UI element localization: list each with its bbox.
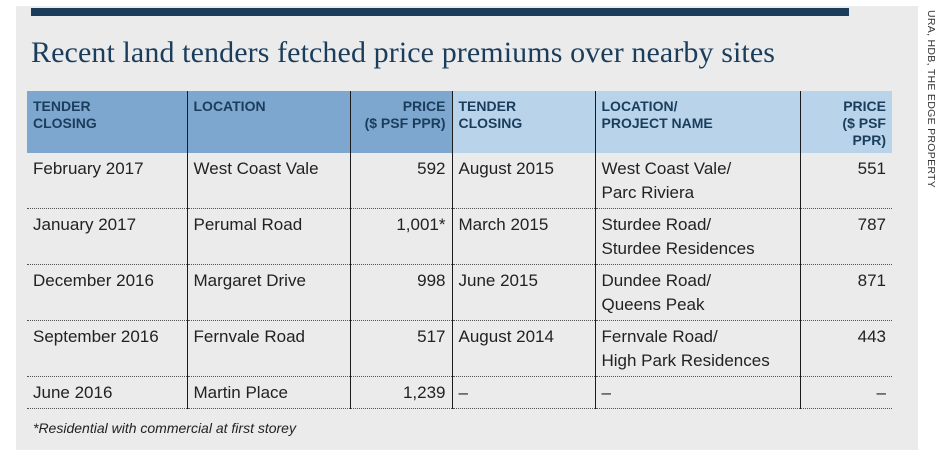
cell-price: 1,239 (349, 376, 452, 409)
cell-price-nearby: – (799, 376, 892, 409)
footnote: *Residential with commercial at first st… (33, 420, 296, 436)
cell-price-nearby: 787 (799, 208, 892, 265)
cell-location: Martin Place (186, 376, 350, 409)
header-price: PRICE ($ PSF PPR) (349, 91, 452, 153)
cell-location: West Coast Vale (186, 153, 350, 209)
land-tenders-table: TENDER CLOSING LOCATION PRICE ($ PSF PPR… (27, 91, 892, 409)
cell-tender-closing-nearby: – (451, 376, 595, 409)
header-price-nearby: PRICE ($ PSF PPR) (799, 91, 892, 153)
cell-price-nearby: 551 (799, 153, 892, 209)
cell-price-nearby: 443 (799, 320, 892, 377)
cell-tender-closing-nearby: March 2015 (451, 208, 595, 265)
table-row: December 2016 Margaret Drive 998 June 20… (27, 264, 892, 321)
top-accent-bar (31, 8, 849, 16)
cell-tender-closing: June 2016 (27, 376, 187, 409)
header-tender-closing-nearby: TENDER CLOSING (451, 91, 595, 153)
cell-tender-closing: September 2016 (27, 320, 187, 377)
source-credit: URA, HDB, THE EDGE PROPERTY (925, 10, 937, 189)
page-title: Recent land tenders fetched price premiu… (31, 36, 776, 69)
table-row: January 2017 Perumal Road 1,001* March 2… (27, 208, 892, 265)
cell-location-project: Sturdee Road/ Sturdee Residences (594, 208, 800, 265)
cell-price: 517 (349, 320, 452, 377)
header-location-project: LOCATION/ PROJECT NAME (594, 91, 800, 153)
cell-price: 1,001* (349, 208, 452, 265)
cell-tender-closing-nearby: August 2015 (451, 153, 595, 209)
cell-tender-closing: December 2016 (27, 264, 187, 321)
cell-tender-closing: February 2017 (27, 153, 187, 209)
cell-location: Margaret Drive (186, 264, 350, 321)
cell-tender-closing-nearby: August 2014 (451, 320, 595, 377)
table-row: September 2016 Fernvale Road 517 August … (27, 320, 892, 377)
table-header-row: TENDER CLOSING LOCATION PRICE ($ PSF PPR… (27, 91, 892, 153)
cell-location: Fernvale Road (186, 320, 350, 377)
cell-price: 998 (349, 264, 452, 321)
table-row: February 2017 West Coast Vale 592 August… (27, 153, 892, 209)
cell-location: Perumal Road (186, 208, 350, 265)
table-row: June 2016 Martin Place 1,239 – – – (27, 376, 892, 409)
cell-price: 592 (349, 153, 452, 209)
cell-location-project: West Coast Vale/ Parc Riviera (594, 153, 800, 209)
header-location: LOCATION (186, 91, 350, 153)
cell-location-project: – (594, 376, 800, 409)
cell-price-nearby: 871 (799, 264, 892, 321)
cell-location-project: Dundee Road/ Queens Peak (594, 264, 800, 321)
header-tender-closing: TENDER CLOSING (27, 91, 187, 153)
cell-location-project: Fernvale Road/ High Park Residences (594, 320, 800, 377)
cell-tender-closing-nearby: June 2015 (451, 264, 595, 321)
cell-tender-closing: January 2017 (27, 208, 187, 265)
